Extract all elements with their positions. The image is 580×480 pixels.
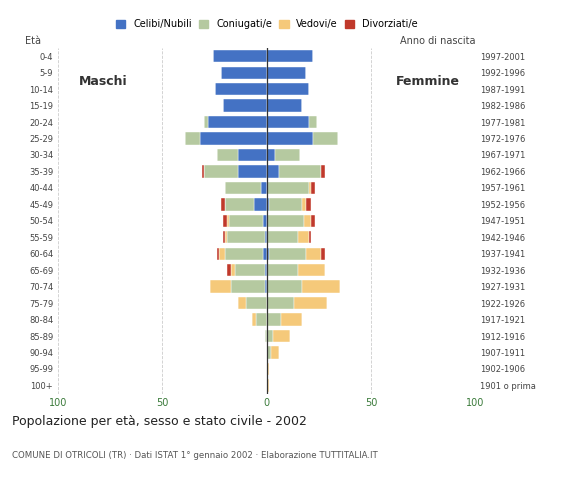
Bar: [223, 99, 267, 112]
Bar: [238, 297, 246, 309]
Bar: [281, 313, 302, 326]
Bar: [231, 264, 235, 276]
Bar: [267, 264, 298, 276]
Bar: [267, 346, 271, 359]
Bar: [264, 330, 267, 342]
Bar: [267, 297, 294, 309]
Bar: [204, 116, 208, 128]
Bar: [306, 198, 311, 211]
Bar: [221, 198, 225, 211]
Bar: [231, 280, 264, 293]
Bar: [238, 149, 267, 161]
Bar: [217, 248, 219, 260]
Text: Femmine: Femmine: [396, 75, 461, 88]
Bar: [298, 231, 309, 243]
Bar: [267, 182, 309, 194]
Bar: [225, 248, 263, 260]
Bar: [221, 67, 267, 79]
Bar: [313, 132, 338, 144]
Bar: [200, 132, 267, 144]
Bar: [217, 149, 238, 161]
Bar: [309, 182, 311, 194]
Bar: [264, 231, 267, 243]
Bar: [271, 346, 280, 359]
Bar: [267, 280, 302, 293]
Bar: [267, 198, 269, 211]
Bar: [321, 248, 325, 260]
Bar: [267, 363, 269, 375]
Bar: [267, 231, 298, 243]
Bar: [298, 264, 325, 276]
Bar: [227, 264, 231, 276]
Bar: [225, 198, 254, 211]
Bar: [211, 280, 231, 293]
Bar: [269, 198, 302, 211]
Bar: [208, 116, 267, 128]
Bar: [267, 313, 281, 326]
Bar: [267, 149, 275, 161]
Bar: [267, 99, 302, 112]
Bar: [225, 231, 227, 243]
Bar: [302, 198, 306, 211]
Bar: [267, 379, 269, 392]
Bar: [252, 313, 256, 326]
Bar: [267, 330, 273, 342]
Bar: [275, 149, 300, 161]
Bar: [264, 264, 267, 276]
Bar: [263, 248, 267, 260]
Bar: [267, 132, 313, 144]
Bar: [215, 83, 267, 96]
Bar: [267, 83, 309, 96]
Text: Popolazione per età, sesso e stato civile - 2002: Popolazione per età, sesso e stato civil…: [12, 415, 306, 428]
Text: Anno di nascita: Anno di nascita: [400, 36, 476, 46]
Bar: [306, 248, 321, 260]
Text: COMUNE DI OTRICOLI (TR) · Dati ISTAT 1° gennaio 2002 · Elaborazione TUTTITALIA.I: COMUNE DI OTRICOLI (TR) · Dati ISTAT 1° …: [12, 451, 378, 460]
Bar: [267, 67, 306, 79]
Bar: [227, 215, 229, 227]
Bar: [202, 165, 204, 178]
Bar: [267, 50, 313, 62]
Bar: [204, 165, 238, 178]
Bar: [229, 215, 263, 227]
Bar: [311, 215, 315, 227]
Bar: [267, 165, 280, 178]
Text: Maschi: Maschi: [79, 75, 128, 88]
Bar: [269, 248, 306, 260]
Bar: [304, 215, 311, 227]
Bar: [309, 231, 311, 243]
Bar: [273, 330, 290, 342]
Bar: [263, 215, 267, 227]
Bar: [311, 182, 315, 194]
Bar: [309, 116, 317, 128]
Bar: [267, 248, 269, 260]
Bar: [227, 231, 264, 243]
Bar: [186, 132, 200, 144]
Bar: [235, 264, 264, 276]
Bar: [321, 165, 325, 178]
Bar: [280, 165, 321, 178]
Bar: [267, 215, 304, 227]
Bar: [238, 165, 267, 178]
Bar: [219, 248, 225, 260]
Bar: [246, 297, 267, 309]
Bar: [225, 182, 260, 194]
Bar: [223, 215, 227, 227]
Bar: [223, 231, 225, 243]
Bar: [260, 182, 267, 194]
Text: Età: Età: [24, 36, 41, 46]
Bar: [264, 280, 267, 293]
Legend: Celibi/Nubili, Coniugati/e, Vedovi/e, Divorziati/e: Celibi/Nubili, Coniugati/e, Vedovi/e, Di…: [116, 19, 418, 29]
Bar: [212, 50, 267, 62]
Bar: [302, 280, 340, 293]
Bar: [267, 116, 309, 128]
Bar: [294, 297, 327, 309]
Bar: [256, 313, 267, 326]
Bar: [254, 198, 267, 211]
